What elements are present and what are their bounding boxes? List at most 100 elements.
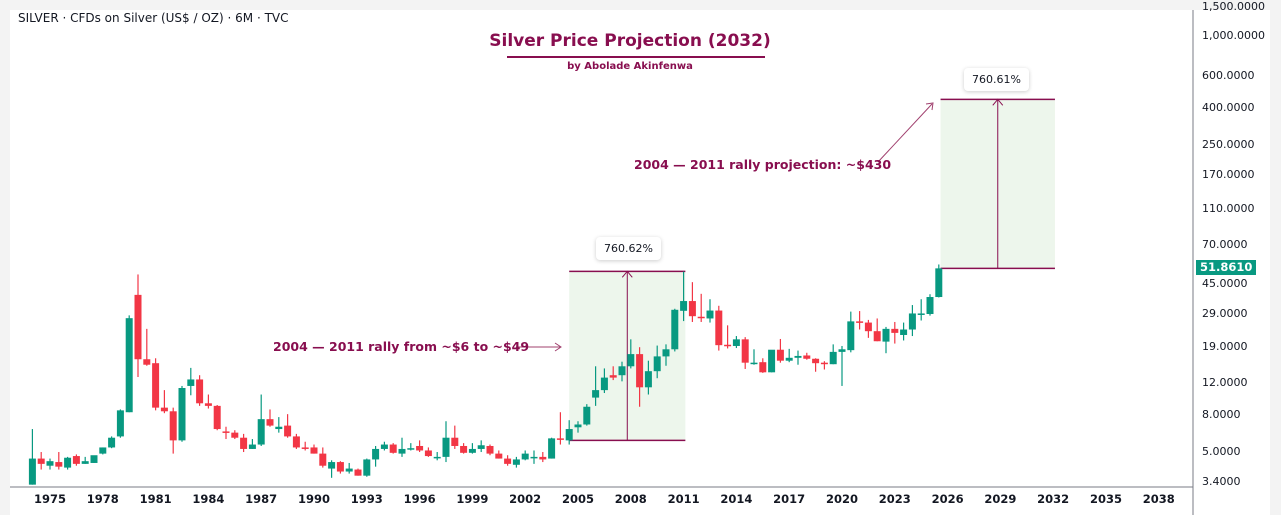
candle-body — [240, 437, 248, 449]
candle-body — [187, 379, 195, 386]
arrow-right-icon — [554, 342, 562, 352]
candle-body — [213, 405, 221, 430]
symbol-legend: SILVER · CFDs on Silver (US$ / OZ) · 6M … — [18, 11, 289, 25]
time-tick: 1993 — [350, 492, 383, 506]
candle-body — [724, 344, 732, 347]
candle-body — [416, 445, 424, 451]
time-tick: 1999 — [456, 492, 489, 506]
candle-body — [644, 371, 652, 388]
candle-body — [838, 349, 846, 352]
candle-body — [574, 424, 582, 428]
title-underline — [507, 56, 765, 58]
candle-body — [776, 349, 784, 361]
candle-body — [81, 461, 89, 464]
candle-body — [548, 438, 556, 459]
price-tick: 170.0000 — [1202, 168, 1255, 182]
candle-body — [882, 328, 890, 342]
candle-body — [794, 355, 802, 358]
time-tick: 2017 — [773, 492, 806, 506]
price-tick: 1,000.0000 — [1202, 29, 1265, 42]
time-tick: 1975 — [33, 492, 66, 506]
price-tick: 1,500.0000 — [1202, 0, 1265, 13]
candle-body — [72, 456, 80, 464]
candle-body — [354, 469, 362, 476]
candle-body — [407, 448, 415, 450]
candle-body — [530, 456, 538, 459]
candle-body — [688, 301, 696, 317]
candle-body — [495, 453, 503, 459]
annotation-rally[interactable]: 2004 — 2011 rally from ~$6 to ~$49 — [273, 339, 530, 354]
time-tick: 2014 — [720, 492, 753, 506]
candle-body — [680, 301, 688, 311]
candle-body — [732, 339, 740, 346]
candle-body — [486, 445, 494, 454]
candle-body — [196, 379, 204, 404]
candle-body — [319, 453, 327, 466]
chart-title: Silver Price Projection (2032) — [489, 31, 771, 51]
candle-body — [715, 310, 723, 346]
candle-body — [583, 406, 591, 425]
candle-body — [116, 410, 124, 437]
candle-body — [891, 328, 899, 333]
candle-body — [46, 461, 54, 466]
candle-body — [618, 366, 626, 376]
candle-body — [275, 426, 283, 430]
time-tick: 2011 — [667, 492, 700, 506]
candle-body — [873, 331, 881, 342]
candle-body — [328, 462, 336, 469]
candle-body — [592, 390, 600, 398]
candle-body — [301, 447, 309, 449]
range-label-2004-2011: 760.62% — [596, 237, 661, 260]
price-tick: 110.0000 — [1202, 202, 1255, 216]
candle-body — [433, 456, 441, 459]
candle-body — [99, 447, 107, 454]
candle-body — [512, 459, 520, 465]
candle-body — [600, 377, 608, 391]
candle-body — [64, 457, 72, 468]
candle-body — [521, 453, 529, 460]
candle-body — [108, 437, 116, 448]
candle-body — [372, 448, 380, 460]
time-tick: 1978 — [86, 492, 119, 506]
candle-body — [539, 456, 547, 460]
time-tick: 1996 — [403, 492, 436, 506]
candle-body — [477, 445, 485, 449]
candle-body — [556, 438, 564, 440]
candle-body — [169, 411, 177, 441]
candle-body — [829, 351, 837, 365]
candle-body — [803, 355, 811, 359]
candle-body — [152, 363, 160, 408]
last-price-label: 51.8610 — [1196, 260, 1257, 275]
candle-body — [847, 321, 855, 351]
candle-body — [125, 318, 133, 413]
candle-body — [565, 429, 573, 441]
price-tick: 5.0000 — [1202, 445, 1241, 459]
time-tick: 2020 — [825, 492, 858, 506]
candle-body — [398, 448, 406, 454]
candle-body — [908, 313, 916, 330]
time-tick: 2026 — [931, 492, 964, 506]
candle-body — [310, 447, 318, 454]
price-tick: 19.0000 — [1202, 340, 1248, 354]
candle-body — [900, 329, 908, 335]
price-tick: 70.0000 — [1202, 237, 1248, 251]
candle-body — [204, 403, 212, 406]
price-tick: 45.0000 — [1202, 277, 1248, 290]
arrow-up-right-icon — [925, 102, 934, 111]
annotation-projection[interactable]: 2004 — 2011 rally projection: ~$430 — [634, 157, 892, 172]
candle-body — [785, 357, 793, 361]
candle-body — [468, 448, 476, 453]
candle-body — [856, 321, 864, 323]
candle-body — [636, 354, 644, 388]
time-tick: 2002 — [509, 492, 542, 506]
candle-body — [442, 437, 450, 457]
candle-body — [134, 294, 142, 360]
chart-subtitle: by Abolade Akinfenwa — [567, 61, 693, 72]
price-tick: 400.0000 — [1202, 100, 1255, 114]
candle-body — [424, 450, 432, 457]
candle-body — [380, 444, 388, 449]
candle-body — [336, 462, 344, 472]
candle-body — [653, 356, 661, 372]
candle-body — [504, 458, 512, 464]
